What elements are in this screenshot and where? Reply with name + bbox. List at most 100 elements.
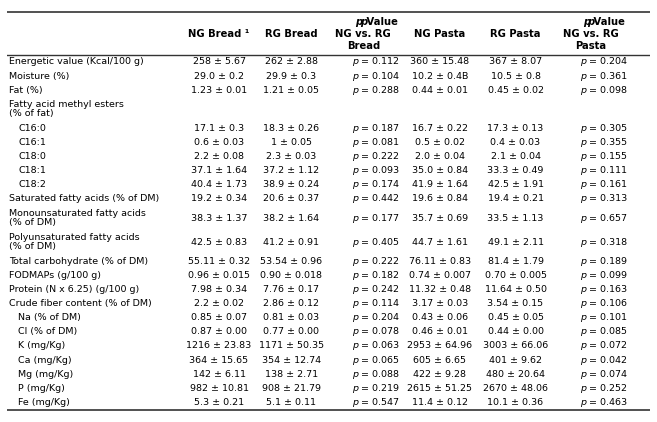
Text: 38.3 ± 1.37: 38.3 ± 1.37 [191, 214, 247, 222]
Text: p: p [352, 152, 361, 161]
Text: = 0.111: = 0.111 [589, 166, 627, 175]
Text: 0.87 ± 0.00: 0.87 ± 0.00 [191, 327, 247, 336]
Text: P (mg/Kg): P (mg/Kg) [18, 384, 65, 393]
Text: Moisture (%): Moisture (%) [9, 72, 70, 81]
Text: 81.4 ± 1.79: 81.4 ± 1.79 [487, 257, 543, 266]
Text: 354 ± 12.74: 354 ± 12.74 [262, 356, 321, 365]
Text: 42.5 ± 0.83: 42.5 ± 0.83 [191, 238, 247, 246]
Text: 0.44 ± 0.00: 0.44 ± 0.00 [487, 327, 543, 336]
Text: 11.64 ± 0.50: 11.64 ± 0.50 [485, 285, 547, 294]
Text: NG Pasta: NG Pasta [415, 29, 466, 39]
Text: 3.17 ± 0.03: 3.17 ± 0.03 [412, 299, 468, 308]
Text: = 0.657: = 0.657 [589, 214, 627, 222]
Text: 44.7 ± 1.61: 44.7 ± 1.61 [412, 238, 468, 246]
Text: 0.44 ± 0.01: 0.44 ± 0.01 [412, 86, 468, 95]
Text: 480 ± 20.64: 480 ± 20.64 [486, 370, 545, 379]
Text: 0.5 ± 0.02: 0.5 ± 0.02 [415, 138, 465, 147]
Text: = 0.063: = 0.063 [361, 341, 399, 350]
Text: Energetic value (Kcal/100 g): Energetic value (Kcal/100 g) [9, 57, 144, 66]
Text: Total carbohydrate (% of DM): Total carbohydrate (% of DM) [9, 257, 148, 266]
Text: 5.1 ± 0.11: 5.1 ± 0.11 [267, 398, 317, 407]
Text: 2.3 ± 0.03: 2.3 ± 0.03 [266, 152, 317, 161]
Text: = 0.318: = 0.318 [589, 238, 627, 246]
Text: 38.9 ± 0.24: 38.9 ± 0.24 [263, 180, 319, 189]
Text: 138 ± 2.71: 138 ± 2.71 [265, 370, 318, 379]
Text: p: p [579, 285, 589, 294]
Text: 16.7 ± 0.22: 16.7 ± 0.22 [412, 124, 468, 133]
Text: 1171 ± 50.35: 1171 ± 50.35 [259, 341, 324, 350]
Text: = 0.222: = 0.222 [361, 152, 399, 161]
Text: = 0.101: = 0.101 [589, 313, 627, 322]
Text: p: p [579, 398, 589, 407]
Text: RG Pasta: RG Pasta [490, 29, 541, 39]
Text: p: p [352, 257, 361, 266]
Text: Pasta: Pasta [575, 41, 606, 51]
Text: NG vs. RG: NG vs. RG [335, 29, 391, 39]
Text: Na (% of DM): Na (% of DM) [18, 313, 81, 322]
Text: 0.81 ± 0.03: 0.81 ± 0.03 [263, 313, 319, 322]
Text: 2615 ± 51.25: 2615 ± 51.25 [407, 384, 472, 393]
Text: 0.77 ± 0.00: 0.77 ± 0.00 [263, 327, 319, 336]
Text: 142 ± 6.11: 142 ± 6.11 [193, 370, 246, 379]
Text: 10.2 ± 0.4B: 10.2 ± 0.4B [412, 72, 468, 81]
Text: Fat (%): Fat (%) [9, 86, 43, 95]
Text: 19.4 ± 0.21: 19.4 ± 0.21 [487, 195, 543, 203]
Text: = 0.219: = 0.219 [361, 384, 399, 393]
Text: p: p [352, 195, 361, 203]
Text: 38.2 ± 1.64: 38.2 ± 1.64 [263, 214, 319, 222]
Text: 262 ± 2.88: 262 ± 2.88 [265, 57, 318, 66]
Text: = 0.405: = 0.405 [361, 238, 399, 246]
Text: Saturated fatty acids (% of DM): Saturated fatty acids (% of DM) [9, 195, 160, 203]
Text: = 0.222: = 0.222 [361, 257, 399, 266]
Text: = 0.313: = 0.313 [589, 195, 627, 203]
Text: NG Bread ¹: NG Bread ¹ [189, 29, 250, 39]
Text: C18:1: C18:1 [18, 166, 46, 175]
Text: p: p [359, 16, 367, 27]
Text: 20.6 ± 0.37: 20.6 ± 0.37 [263, 195, 319, 203]
Text: p: p [352, 398, 361, 407]
Text: 53.54 ± 0.96: 53.54 ± 0.96 [260, 257, 323, 266]
Text: 2.2 ± 0.02: 2.2 ± 0.02 [194, 299, 244, 308]
Text: p: p [352, 271, 361, 280]
Text: C16:0: C16:0 [18, 124, 46, 133]
Text: = 0.072: = 0.072 [589, 341, 627, 350]
Text: = 0.161: = 0.161 [589, 180, 627, 189]
Text: Bread: Bread [347, 41, 380, 51]
Text: 2953 ± 64.96: 2953 ± 64.96 [407, 341, 472, 350]
Text: (% of DM): (% of DM) [9, 218, 56, 227]
Text: 7.76 ± 0.17: 7.76 ± 0.17 [263, 285, 319, 294]
Text: p: p [579, 238, 589, 246]
Text: 11.32 ± 0.48: 11.32 ± 0.48 [409, 285, 471, 294]
Text: 35.0 ± 0.84: 35.0 ± 0.84 [412, 166, 468, 175]
Text: p: p [352, 214, 361, 222]
Text: = 0.163: = 0.163 [589, 285, 627, 294]
Text: 367 ± 8.07: 367 ± 8.07 [489, 57, 542, 66]
Text: = 0.114: = 0.114 [361, 299, 399, 308]
Text: 10.5 ± 0.8: 10.5 ± 0.8 [491, 72, 541, 81]
Text: p: p [579, 299, 589, 308]
Text: 42.5 ± 1.91: 42.5 ± 1.91 [487, 180, 543, 189]
Text: 19.6 ± 0.84: 19.6 ± 0.84 [412, 195, 468, 203]
Text: C16:1: C16:1 [18, 138, 46, 147]
Text: 35.7 ± 0.69: 35.7 ± 0.69 [412, 214, 468, 222]
Text: 1.21 ± 0.05: 1.21 ± 0.05 [263, 86, 319, 95]
Text: p: p [352, 180, 361, 189]
Text: 2.0 ± 0.04: 2.0 ± 0.04 [415, 152, 465, 161]
Text: = 0.463: = 0.463 [589, 398, 627, 407]
Text: 0.6 ± 0.03: 0.6 ± 0.03 [194, 138, 244, 147]
Text: 0.45 ± 0.02: 0.45 ± 0.02 [487, 86, 543, 95]
Text: = 0.098: = 0.098 [589, 86, 627, 95]
Text: 18.3 ± 0.26: 18.3 ± 0.26 [263, 124, 319, 133]
Text: p: p [579, 370, 589, 379]
Text: p: p [352, 86, 361, 95]
Text: p: p [579, 271, 589, 280]
Text: Monounsaturated fatty acids: Monounsaturated fatty acids [9, 209, 146, 218]
Text: FODMAPs (g/100 g): FODMAPs (g/100 g) [9, 271, 101, 280]
Text: (% of DM): (% of DM) [9, 242, 56, 251]
Text: 37.1 ± 1.64: 37.1 ± 1.64 [191, 166, 247, 175]
Text: 3.54 ± 0.15: 3.54 ± 0.15 [487, 299, 543, 308]
Text: Mg (mg/Kg): Mg (mg/Kg) [18, 370, 74, 379]
Text: 258 ± 5.67: 258 ± 5.67 [193, 57, 246, 66]
Text: = 0.182: = 0.182 [361, 271, 399, 280]
Text: 2.86 ± 0.12: 2.86 ± 0.12 [263, 299, 319, 308]
